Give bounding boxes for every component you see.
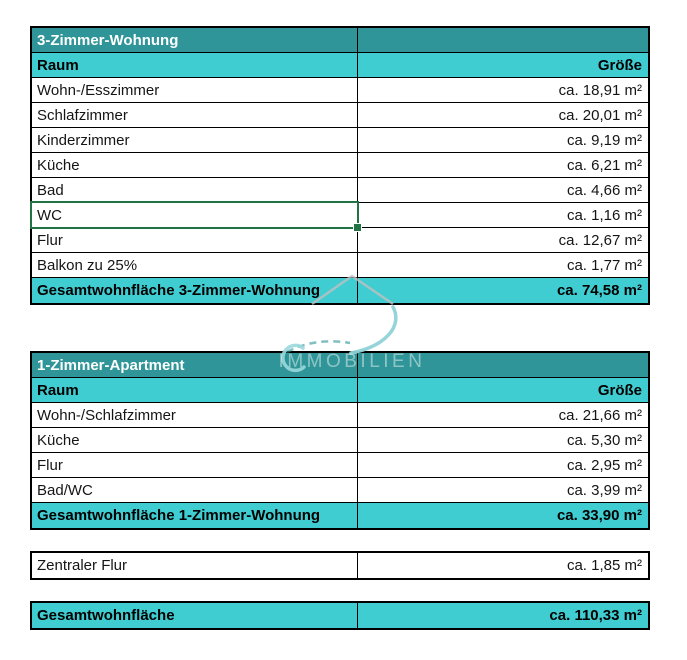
- table2-total-label[interactable]: Gesamtwohnfläche 1-Zimmer-Wohnung: [32, 503, 358, 528]
- table-row: Küche ca. 6,21 m²: [32, 153, 648, 178]
- cell-selection-border: [30, 201, 359, 229]
- table1-total-row: Gesamtwohnfläche 3-Zimmer-Wohnung ca. 74…: [32, 278, 648, 303]
- room-cell[interactable]: Zentraler Flur: [32, 553, 358, 578]
- size-cell[interactable]: ca. 20,01 m²: [558, 106, 642, 124]
- table-row: Raum Größe: [32, 378, 648, 403]
- table2-title-empty-cell[interactable]: [358, 353, 648, 377]
- table-1-zimmer-apartment: 1-Zimmer-Apartment Raum Größe Wohn-/Schl…: [30, 351, 650, 530]
- table-row: Flur ca. 12,67 m²: [32, 228, 648, 253]
- table1-title-empty-cell[interactable]: [358, 28, 648, 52]
- size-cell[interactable]: ca. 18,91 m²: [558, 81, 642, 99]
- table-row: Wohn-/Esszimmer ca. 18,91 m²: [32, 78, 648, 103]
- table-row: 3-Zimmer-Wohnung: [32, 28, 648, 53]
- size-cell[interactable]: ca. 2,95 m²: [566, 456, 642, 474]
- table-3-zimmer-wohnung: 3-Zimmer-Wohnung Raum Größe Wohn-/Esszim…: [30, 26, 650, 305]
- size-cell[interactable]: ca. 1,85 m²: [566, 557, 642, 574]
- table2-col-header-groesse[interactable]: Größe: [597, 381, 642, 399]
- room-cell[interactable]: Flur: [32, 228, 358, 252]
- table-zentraler-flur: Zentraler Flur ca. 1,85 m²: [30, 551, 650, 580]
- table1-title-cell[interactable]: 3-Zimmer-Wohnung: [32, 28, 358, 52]
- fill-handle[interactable]: [353, 223, 362, 232]
- table-row: Bad/WC ca. 3,99 m²: [32, 478, 648, 503]
- grand-total-row: Gesamtwohnfläche ca. 110,33 m²: [32, 603, 648, 628]
- table-row: Schlafzimmer ca. 20,01 m²: [32, 103, 648, 128]
- size-cell[interactable]: ca. 21,66 m²: [558, 406, 642, 424]
- size-cell[interactable]: ca. 12,67 m²: [558, 231, 642, 249]
- grand-total-label[interactable]: Gesamtwohnfläche: [32, 603, 358, 628]
- size-cell[interactable]: ca. 9,19 m²: [566, 131, 642, 149]
- table2-total-size[interactable]: ca. 33,90 m²: [556, 507, 642, 524]
- room-cell[interactable]: Wohn-/Esszimmer: [32, 78, 358, 102]
- size-cell[interactable]: ca. 6,21 m²: [566, 156, 642, 174]
- table-row-wc-selected: WC ca. 1,16 m²: [30, 201, 648, 232]
- room-cell[interactable]: Wohn-/Schlafzimmer: [32, 403, 358, 427]
- room-cell[interactable]: Balkon zu 25%: [32, 253, 358, 277]
- table-gesamtwohnflaeche: Gesamtwohnfläche ca. 110,33 m²: [30, 601, 650, 630]
- table-row: Raum Größe: [32, 53, 648, 78]
- table-row: Bad ca. 4,66 m²: [32, 178, 648, 203]
- table-row: Flur ca. 2,95 m²: [32, 453, 648, 478]
- room-cell[interactable]: Küche: [32, 153, 358, 177]
- table1-total-size[interactable]: ca. 74,58 m²: [556, 282, 642, 299]
- table1-total-label[interactable]: Gesamtwohnfläche 3-Zimmer-Wohnung: [32, 278, 358, 303]
- size-cell[interactable]: ca. 3,99 m²: [566, 481, 642, 499]
- table-row: Wohn-/Schlafzimmer ca. 21,66 m²: [32, 403, 648, 428]
- table2-total-row: Gesamtwohnfläche 1-Zimmer-Wohnung ca. 33…: [32, 503, 648, 528]
- room-cell[interactable]: Flur: [32, 453, 358, 477]
- table-row: Balkon zu 25% ca. 1,77 m²: [32, 253, 648, 278]
- swoosh-icon: [349, 305, 398, 355]
- room-cell[interactable]: Schlafzimmer: [32, 103, 358, 127]
- room-cell[interactable]: Küche: [32, 428, 358, 452]
- table-row: Küche ca. 5,30 m²: [32, 428, 648, 453]
- table-row: 1-Zimmer-Apartment: [32, 353, 648, 378]
- selected-cell-wc[interactable]: WC: [30, 201, 362, 232]
- table2-title-cell[interactable]: 1-Zimmer-Apartment: [32, 353, 358, 377]
- table1-col-header-groesse[interactable]: Größe: [597, 56, 642, 74]
- size-cell[interactable]: ca. 5,30 m²: [566, 431, 642, 449]
- room-cell[interactable]: Bad/WC: [32, 478, 358, 502]
- size-cell[interactable]: ca. 1,77 m²: [566, 256, 642, 274]
- size-cell[interactable]: ca. 1,16 m²: [566, 206, 642, 224]
- table-row: Zentraler Flur ca. 1,85 m²: [32, 553, 648, 578]
- table2-col-header-raum[interactable]: Raum: [32, 378, 358, 402]
- room-cell[interactable]: Kinderzimmer: [32, 128, 358, 152]
- size-cell[interactable]: ca. 4,66 m²: [566, 181, 642, 199]
- selected-cell-wc-label: WC: [37, 206, 62, 224]
- table1-col-header-raum[interactable]: Raum: [32, 53, 358, 77]
- table-row: Kinderzimmer ca. 9,19 m²: [32, 128, 648, 153]
- grand-total-size[interactable]: ca. 110,33 m²: [549, 607, 642, 624]
- room-cell[interactable]: Bad: [32, 178, 358, 202]
